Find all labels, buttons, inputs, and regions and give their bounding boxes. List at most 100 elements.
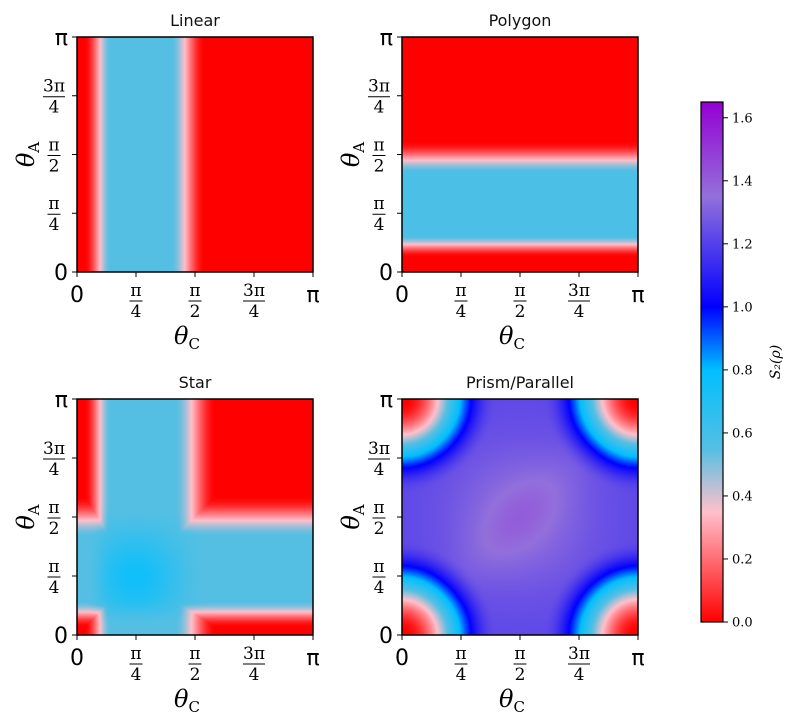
x-tick-label-den: 4 — [249, 665, 260, 685]
x-tick-label-den: 2 — [515, 302, 526, 322]
colorbar-label: S₂(ρ) — [768, 345, 784, 379]
y-tick-label-den: 2 — [49, 156, 60, 176]
y-tick-label: π4 — [47, 557, 61, 598]
x-tick-label-den: 2 — [515, 665, 526, 685]
x-tick-label-den: 4 — [456, 665, 467, 685]
y-tick-label-den: 4 — [49, 578, 60, 598]
x-tick-label: π2 — [188, 281, 202, 322]
y-tick-label: π — [55, 388, 68, 413]
x-tick-label: π — [306, 646, 319, 671]
x-tick-label: 3π4 — [243, 644, 265, 685]
panel-title-linear: Linear — [170, 11, 220, 30]
x-axis-label-sub: C — [188, 335, 199, 353]
x-tick-label: π4 — [129, 281, 143, 322]
y-tick-label: 3π4 — [43, 77, 65, 118]
y-tick-label-num: 3π — [368, 439, 390, 459]
y-tick-label-num: π — [373, 135, 384, 155]
colorbar-tick-label: 0.2 — [732, 552, 753, 567]
y-axis-label: θA — [12, 504, 43, 529]
y-tick-label-num: π — [48, 557, 59, 577]
x-tick-label-num: π — [130, 281, 141, 301]
x-axis-label-sub: C — [513, 335, 524, 353]
colorbar: 0.0 0.2 0.4 0.6 0.8 1.0 1.2 1.4 1.6 S₂(ρ) — [700, 101, 784, 631]
y-axis-label-sub: A — [25, 142, 43, 154]
y-tick-label-den: 4 — [49, 460, 60, 480]
y-tick-label: π2 — [47, 498, 61, 539]
y-tick-label: π4 — [47, 194, 61, 235]
colorbar-tick-label: 0.6 — [732, 426, 753, 441]
y-tick-label-num: π — [373, 194, 384, 214]
heatmap-star — [77, 399, 313, 635]
x-axis-label: θC — [499, 322, 525, 353]
colorbar-gradient — [701, 102, 723, 622]
y-tick-label: 0 — [379, 624, 393, 649]
x-tick-label-num: π — [189, 281, 200, 301]
x-tick-label: π4 — [454, 281, 468, 322]
y-tick-label-den: 4 — [374, 460, 385, 480]
y-tick-label-num: π — [48, 498, 59, 518]
x-tick-label-den: 2 — [190, 302, 201, 322]
x-tick-label: 0 — [70, 646, 84, 671]
y-tick-label: π — [380, 26, 393, 51]
x-tick-label-num: 3π — [243, 644, 265, 664]
x-tick-label-den: 4 — [249, 302, 260, 322]
y-tick-label: 0 — [54, 624, 68, 649]
heatmap-polygon — [402, 37, 638, 272]
y-axis-label: θA — [337, 142, 368, 167]
x-tick-label-num: π — [130, 644, 141, 664]
colorbar-tick-label: 0.4 — [732, 489, 753, 504]
x-tick-label-num: 3π — [568, 644, 590, 664]
colorbar-tick-label: 1.4 — [732, 174, 753, 189]
x-tick-label: 0 — [70, 283, 84, 308]
y-tick-label-den: 2 — [374, 519, 385, 539]
colorbar-frame — [700, 101, 724, 623]
x-tick-label-den: 4 — [456, 302, 467, 322]
x-tick-label-num: π — [455, 281, 466, 301]
y-tick-label: π4 — [372, 194, 386, 235]
colorbar-tick-label: 0.8 — [732, 363, 753, 378]
x-axis-label-sub: C — [188, 698, 199, 716]
x-axis-label-sub: C — [513, 698, 524, 716]
colorbar-ticks: 0.0 0.2 0.4 0.6 0.8 1.0 1.2 1.4 1.6 — [723, 111, 753, 631]
x-tick-label-den: 4 — [131, 302, 142, 322]
y-tick-label: π4 — [372, 557, 386, 598]
y-tick-label: 0 — [379, 261, 393, 286]
y-tick-label: π — [55, 26, 68, 51]
y-tick-label: 3π4 — [368, 77, 390, 118]
colorbar-tick-label: 0.0 — [732, 616, 753, 631]
x-axis-label: θC — [174, 685, 200, 716]
y-tick-label-den: 4 — [49, 98, 60, 118]
x-tick-label: π — [631, 283, 644, 308]
x-tick-label-num: π — [514, 281, 525, 301]
y-tick-label: 0 — [54, 261, 68, 286]
y-tick-label: 3π4 — [43, 439, 65, 480]
y-tick-label-num: π — [48, 135, 59, 155]
y-tick-label-den: 2 — [374, 156, 385, 176]
y-tick-label-den: 2 — [49, 519, 60, 539]
x-tick-label-num: 3π — [568, 281, 590, 301]
x-axis-label: θC — [499, 685, 525, 716]
y-tick-label: π2 — [372, 135, 386, 176]
y-tick-label-num: π — [373, 557, 384, 577]
x-tick-label: π2 — [188, 644, 202, 685]
panel-title-prism: Prism/Parallel — [466, 373, 574, 392]
heatmap-linear — [77, 37, 313, 272]
y-tick-label: π2 — [372, 498, 386, 539]
y-tick-label-num: 3π — [43, 77, 65, 97]
x-tick-label: π2 — [513, 281, 527, 322]
y-tick-label-den: 4 — [374, 578, 385, 598]
x-tick-label: 3π4 — [568, 644, 591, 685]
y-tick-label: 3π4 — [368, 439, 390, 480]
x-tick-label-num: 3π — [243, 281, 265, 301]
x-tick-label-num: π — [514, 644, 525, 664]
x-tick-label: π — [631, 646, 644, 671]
